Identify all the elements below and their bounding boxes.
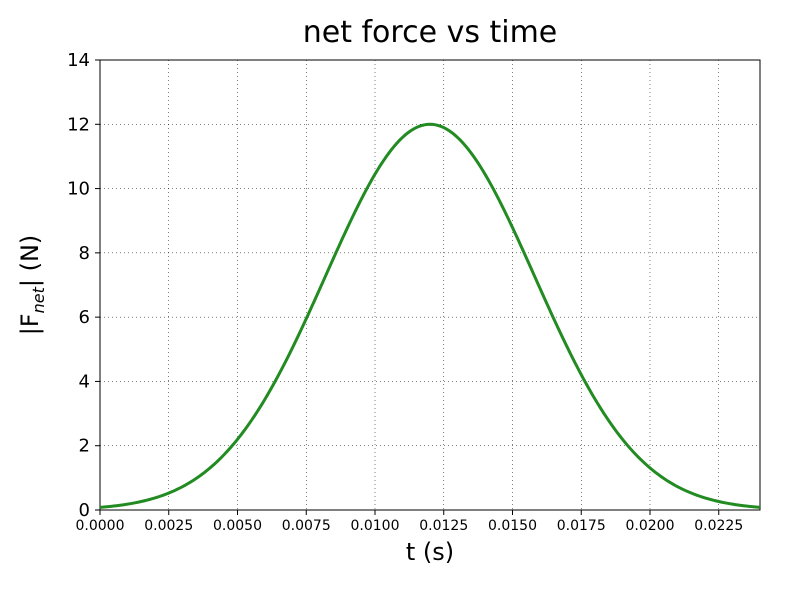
y-tick-label: 2 — [79, 436, 90, 457]
x-tick-label: 0.0150 — [488, 518, 537, 534]
y-tick-label: 6 — [79, 307, 90, 328]
plot-background — [100, 60, 760, 510]
x-tick-label: 0.0100 — [351, 518, 400, 534]
y-tick-label: 14 — [67, 50, 90, 71]
y-tick-label: 12 — [67, 114, 90, 135]
x-tick-label: 0.0200 — [626, 518, 675, 534]
y-tick-label: 0 — [79, 500, 90, 521]
x-tick-label: 0.0125 — [419, 518, 468, 534]
chart-svg: 0.00000.00250.00500.00750.01000.01250.01… — [0, 0, 800, 600]
chart-container: 0.00000.00250.00500.00750.01000.01250.01… — [0, 0, 800, 600]
x-tick-label: 0.0175 — [557, 518, 606, 534]
x-tick-label: 0.0050 — [213, 518, 262, 534]
y-tick-label: 8 — [79, 243, 90, 264]
chart-title: net force vs time — [303, 15, 558, 50]
x-tick-label: 0.0025 — [144, 518, 193, 534]
x-tick-labels: 0.00000.00250.00500.00750.01000.01250.01… — [76, 518, 744, 534]
x-tick-label: 0.0075 — [282, 518, 331, 534]
y-tick-labels: 0 2 4 6 8 10 12 14 — [67, 50, 90, 521]
x-tick-label: 0.0225 — [694, 518, 743, 534]
y-tick-label: 10 — [67, 179, 90, 200]
y-tick-label: 4 — [79, 371, 90, 392]
x-axis-label: t (s) — [406, 538, 454, 566]
y-axis-label: |Fnet| (N) — [16, 235, 48, 336]
